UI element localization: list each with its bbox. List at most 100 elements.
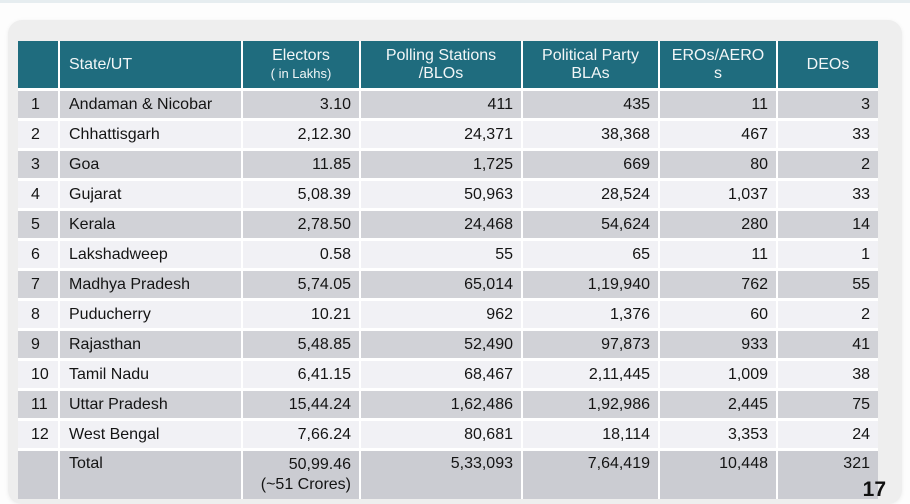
electors-cell: 6,41.15 (243, 361, 361, 391)
eros-aeros-cell: 11 (660, 91, 778, 121)
table-row: 11 Uttar Pradesh 15,44.24 1,62,486 1,92,986 2… (18, 391, 878, 421)
table-row: 9 Rajasthan 5,48.85 52,490 97,873 933 41 (18, 331, 878, 361)
header-sublabel: BLAs (571, 65, 610, 82)
political-party-blas-cell: 1,92,986 (523, 391, 660, 421)
polling-stations-cell: 962 (361, 301, 523, 331)
state-name-cell: Chhattisgarh (60, 121, 243, 151)
eros-aeros-cell: 467 (660, 121, 778, 151)
table-body: 1 Andaman & Nicobar 3.10 411 435 11 3 2 Chhattis… (18, 91, 878, 499)
eros-aeros-cell: 762 (660, 271, 778, 301)
row-number-cell: 4 (18, 181, 60, 211)
deos-cell: 38 (778, 361, 878, 391)
table-row: 8 Puducherry 10.21 962 1,376 60 2 (18, 301, 878, 331)
header-label: Polling Stations (385, 47, 497, 64)
polling-stations-cell: 68,467 (361, 361, 523, 391)
electors-cell: 2,78.50 (243, 211, 361, 241)
header-sublabel: /BLOs (418, 65, 464, 82)
total-political-party-blas-cell: 7,64,419 (523, 451, 660, 499)
political-party-blas-cell: 2,11,445 (523, 361, 660, 391)
header-serial-number (18, 41, 60, 91)
table-row: 7 Madhya Pradesh 5,74.05 65,014 1,19,940 762 5… (18, 271, 878, 301)
eros-aeros-cell: 80 (660, 151, 778, 181)
header-deos: DEOs (778, 41, 878, 91)
header-state-ut: State/UT (60, 41, 243, 91)
polling-stations-cell: 24,371 (361, 121, 523, 151)
political-party-blas-cell: 28,524 (523, 181, 660, 211)
header-label: State/UT (69, 56, 133, 73)
deos-cell: 33 (778, 121, 878, 151)
row-number-cell: 12 (18, 421, 60, 451)
table-row: 3 Goa 11.85 1,725 669 80 2 (18, 151, 878, 181)
row-number-cell: 6 (18, 241, 60, 271)
eros-aeros-cell: 280 (660, 211, 778, 241)
header-label: Electors (272, 47, 330, 64)
political-party-blas-cell: 54,624 (523, 211, 660, 241)
electors-cell: 3.10 (243, 91, 361, 121)
table-header-row: State/UT Electors ( in Lakhs) Polling St… (18, 41, 878, 91)
polling-stations-cell: 80,681 (361, 421, 523, 451)
electors-cell: 5,48.85 (243, 331, 361, 361)
political-party-blas-cell: 435 (523, 91, 660, 121)
deos-cell: 24 (778, 421, 878, 451)
state-name-cell: Uttar Pradesh (60, 391, 243, 421)
total-eros-aeros-cell: 10,448 (660, 451, 778, 499)
table-row: 6 Lakshadweep 0.58 55 65 11 1 (18, 241, 878, 271)
total-polling-stations-cell: 5,33,093 (361, 451, 523, 499)
header-label: Political Party (542, 47, 639, 64)
table-row: 12 West Bengal 7,66.24 80,681 18,114 3,353 24 (18, 421, 878, 451)
eros-aeros-cell: 933 (660, 331, 778, 361)
row-number-cell (18, 451, 60, 499)
deos-cell: 41 (778, 331, 878, 361)
polling-stations-cell: 411 (361, 91, 523, 121)
header-sublabel: s (714, 65, 722, 82)
state-name-cell: Rajasthan (60, 331, 243, 361)
state-name-cell: West Bengal (60, 421, 243, 451)
row-number-cell: 9 (18, 331, 60, 361)
state-name-cell: Kerala (60, 211, 243, 241)
total-electors-cell: 50,99.46 (~51 Crores) (243, 451, 361, 499)
top-divider (0, 0, 910, 3)
political-party-blas-cell: 65 (523, 241, 660, 271)
political-party-blas-cell: 1,19,940 (523, 271, 660, 301)
table-row: 1 Andaman & Nicobar 3.10 411 435 11 3 (18, 91, 878, 121)
header-eros-aeros: EROs/AERO s (660, 41, 778, 91)
deos-cell: 2 (778, 301, 878, 331)
polling-stations-cell: 65,014 (361, 271, 523, 301)
header-label: EROs/AERO (671, 47, 765, 64)
deos-cell: 55 (778, 271, 878, 301)
deos-cell: 1 (778, 241, 878, 271)
state-name-cell: Gujarat (60, 181, 243, 211)
polling-stations-cell: 24,468 (361, 211, 523, 241)
table-row: 10 Tamil Nadu 6,41.15 68,467 2,11,445 1,009 38 (18, 361, 878, 391)
state-name-cell: Puducherry (60, 301, 243, 331)
eros-aeros-cell: 1,009 (660, 361, 778, 391)
row-number-cell: 8 (18, 301, 60, 331)
electors-cell: 11.85 (243, 151, 361, 181)
deos-cell: 2 (778, 151, 878, 181)
header-electors: Electors ( in Lakhs) (243, 41, 361, 91)
row-number-cell: 5 (18, 211, 60, 241)
electors-cell: 10.21 (243, 301, 361, 331)
table-row: 5 Kerala 2,78.50 24,468 54,624 280 14 (18, 211, 878, 241)
eros-aeros-cell: 3,353 (660, 421, 778, 451)
total-deos-cell: 321 (778, 451, 878, 499)
political-party-blas-cell: 18,114 (523, 421, 660, 451)
electors-cell: 5,08.39 (243, 181, 361, 211)
total-label-cell: Total (60, 451, 243, 499)
electors-cell: 0.58 (243, 241, 361, 271)
electors-cell: 5,74.05 (243, 271, 361, 301)
row-number-cell: 1 (18, 91, 60, 121)
political-party-blas-cell: 1,376 (523, 301, 660, 331)
deos-cell: 14 (778, 211, 878, 241)
state-name-cell: Tamil Nadu (60, 361, 243, 391)
row-number-cell: 7 (18, 271, 60, 301)
political-party-blas-cell: 97,873 (523, 331, 660, 361)
row-number-cell: 2 (18, 121, 60, 151)
state-name-cell: Goa (60, 151, 243, 181)
total-electors-value: 50,99.46 (288, 456, 351, 473)
state-name-cell: Madhya Pradesh (60, 271, 243, 301)
polling-stations-cell: 1,725 (361, 151, 523, 181)
row-number-cell: 11 (18, 391, 60, 421)
political-party-blas-cell: 669 (523, 151, 660, 181)
electors-cell: 2,12.30 (243, 121, 361, 151)
